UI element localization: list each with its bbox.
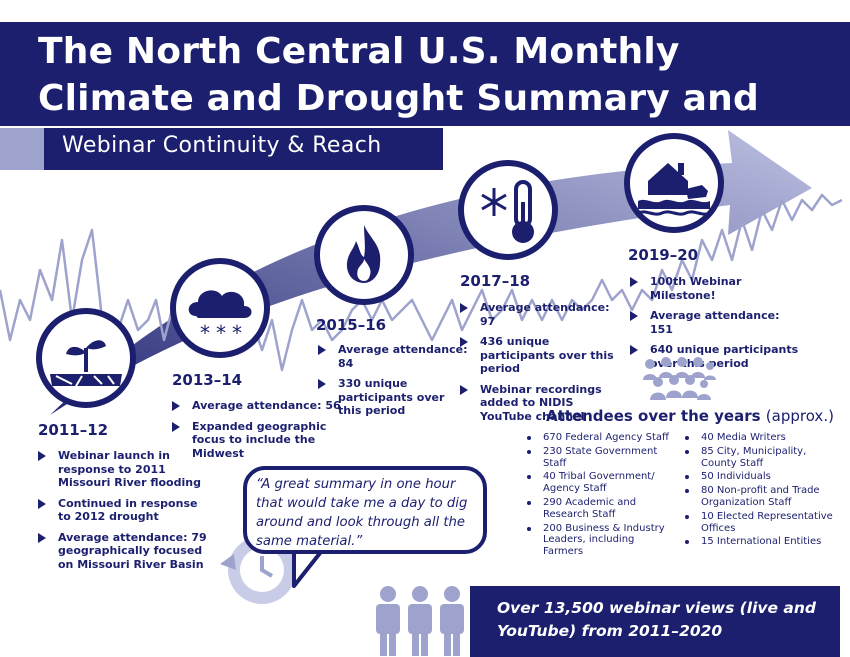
- bullet-arrow-icon: [38, 498, 46, 509]
- attendees-heading: Attendees over the years (approx.): [546, 407, 834, 425]
- list-item: 330 unique participants over this period: [318, 377, 468, 418]
- list-item: 50 Individuals: [682, 471, 842, 483]
- list-item: Webinar launch in response to 2011 Misso…: [38, 449, 208, 490]
- thermometer-snowflake-icon: [481, 180, 534, 243]
- quote-bubble-tail: [292, 548, 326, 588]
- bullet-dot-icon: [685, 449, 689, 454]
- milestone-circle-2019: [624, 133, 724, 233]
- list-item: 436 unique participants over this period: [460, 335, 620, 376]
- list-item: 200 Business & Industry Leaders, includi…: [524, 523, 674, 558]
- milestone-circle-2015: [314, 205, 414, 305]
- bullet-arrow-icon: [630, 311, 638, 321]
- bullet-arrow-icon: [460, 337, 468, 347]
- bullet-arrow-icon: [460, 303, 468, 313]
- attendees-list-left: 670 Federal Agency Staff 230 State Gover…: [524, 432, 674, 560]
- activity-trace: [0, 193, 843, 382]
- list-item: 10 Elected Representative Offices: [682, 511, 842, 535]
- list-item: Webinar recordings added to NIDIS YouTub…: [460, 383, 620, 424]
- list-item: 40 Tribal Government/ Agency Staff: [524, 471, 674, 495]
- bullets-2019-20: 100th Webinar Milestone! Average attenda…: [630, 275, 800, 377]
- bullet-arrow-icon: [318, 379, 326, 389]
- bullet-arrow-icon: [38, 532, 46, 543]
- bullet-arrow-icon: [318, 345, 326, 355]
- drought-sprout-icon: [50, 340, 122, 387]
- svg-text:*: *: [216, 321, 226, 345]
- list-item: 290 Academic and Research Staff: [524, 497, 674, 521]
- list-item: Average attendance: 84: [318, 343, 468, 370]
- bullet-dot-icon: [685, 436, 689, 440]
- list-item: Average attendance: 56: [172, 399, 362, 413]
- list-item: Average attendance: 151: [630, 309, 800, 336]
- attendees-list-right: 40 Media Writers 85 City, Municipality, …: [682, 432, 842, 550]
- list-item: 230 State Government Staff: [524, 446, 674, 470]
- bullet-arrow-icon: [172, 421, 180, 432]
- list-item: Continued in response to 2012 drought: [38, 497, 208, 524]
- views-summary: Over 13,500 webinar views (live and YouT…: [497, 599, 816, 640]
- svg-text:*: *: [232, 321, 242, 345]
- bullet-dot-icon: [685, 540, 689, 545]
- list-item: Average attendance: 97: [460, 301, 620, 328]
- bullet-arrow-icon: [630, 277, 638, 287]
- year-2013-14: 2013–14: [172, 371, 243, 389]
- bullet-dot-icon: [527, 449, 531, 454]
- bullet-dot-icon: [527, 436, 531, 440]
- snow-cloud-icon: * * *: [188, 290, 252, 345]
- bullet-dot-icon: [685, 489, 689, 494]
- testimonial-quote: “A great summary in one hour that would …: [256, 477, 468, 549]
- bullet-dot-icon: [527, 500, 531, 505]
- page-subtitle: Webinar Continuity & Reach: [62, 133, 382, 158]
- fire-icon: [346, 225, 381, 283]
- presenters-icon: [376, 586, 464, 656]
- list-item: 15 International Entities: [682, 536, 842, 548]
- bullets-2013-14: Average attendance: 56 Expanded geograph…: [172, 399, 362, 467]
- list-item: 80 Non-profit and Trade Organization Sta…: [682, 485, 842, 509]
- flooded-house-icon: [637, 163, 711, 216]
- bullet-arrow-icon: [38, 451, 46, 461]
- bullet-dot-icon: [527, 475, 531, 480]
- list-item: 40 Media Writers: [682, 432, 842, 444]
- year-2015-16: 2015–16: [316, 316, 387, 334]
- title-banner: [0, 22, 850, 126]
- list-item: 100th Webinar Milestone!: [630, 275, 800, 302]
- milestone-circle-2011: [36, 308, 136, 408]
- milestone-circle-2013: * * *: [170, 258, 270, 358]
- list-item: Average attendance: 79 geographically fo…: [38, 531, 208, 572]
- bullet-dot-icon: [685, 514, 689, 519]
- year-2017-18: 2017–18: [460, 272, 531, 290]
- bullets-2017-18: Average attendance: 97 436 unique partic…: [460, 301, 620, 430]
- list-item: 670 Federal Agency Staff: [524, 432, 674, 444]
- list-item: 85 City, Municipality, County Staff: [682, 446, 842, 470]
- bullets-2011-12: Webinar launch in response to 2011 Misso…: [38, 449, 208, 578]
- svg-text:*: *: [200, 321, 210, 345]
- bullet-dot-icon: [685, 475, 689, 480]
- quote-bubble: [243, 466, 487, 554]
- bullet-arrow-icon: [630, 345, 638, 355]
- bullets-2015-16: Average attendance: 84 330 unique partic…: [318, 343, 468, 425]
- views-banner: [470, 586, 840, 657]
- bullet-arrow-icon: [460, 384, 468, 395]
- growth-arrow: [50, 130, 812, 415]
- crowd-icon: [643, 357, 716, 400]
- bullet-dot-icon: [527, 526, 531, 531]
- year-2011-12: 2011–12: [38, 421, 109, 439]
- list-item: Expanded geographic focus to include the…: [172, 420, 362, 461]
- subtitle-banner: [44, 128, 443, 170]
- year-2019-20: 2019–20: [628, 246, 699, 264]
- milestone-circle-2017: [458, 160, 558, 260]
- bullet-arrow-icon: [172, 401, 180, 411]
